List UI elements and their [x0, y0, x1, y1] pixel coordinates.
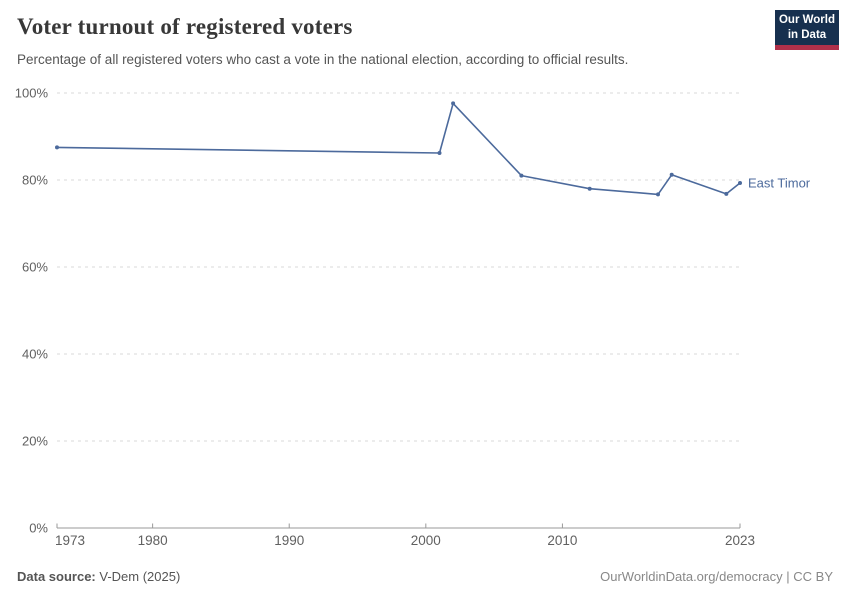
data-point-marker[interactable]	[587, 186, 592, 191]
x-axis-tick-label: 1980	[138, 533, 168, 548]
y-axis-tick-label: 80%	[22, 173, 48, 188]
x-axis-tick-label: 1990	[274, 533, 304, 548]
owid-logo[interactable]: Our World in Data	[775, 10, 839, 50]
entity-label[interactable]: East Timor	[748, 176, 811, 191]
chart-subtitle: Percentage of all registered voters who …	[17, 52, 629, 67]
owid-logo-line2: in Data	[787, 28, 827, 41]
data-line[interactable]	[56, 102, 741, 196]
y-axis-tick-label: 100%	[15, 86, 49, 101]
data-point-marker[interactable]	[669, 172, 674, 177]
y-axis-tick-label: 60%	[22, 260, 48, 275]
data-point-marker[interactable]	[55, 145, 59, 150]
data-point-marker[interactable]	[519, 173, 524, 178]
x-axis-tick-label: 2000	[411, 533, 441, 548]
x-axis-tick-label: 1973	[55, 533, 85, 548]
owid-logo-line1: Our World	[778, 14, 835, 27]
data-point-marker[interactable]	[451, 101, 456, 106]
data-point-marker[interactable]	[724, 191, 729, 196]
line-chart[interactable]: 0% 20% 40% 60% 80% 100% 1973 1980 1990 2000 2010 20…	[0, 80, 850, 560]
data-point-marker[interactable]	[437, 151, 442, 155]
data-point-marker[interactable]	[656, 192, 660, 197]
data-source: Data source: V-Dem (2025)	[17, 569, 180, 584]
data-source-label: Data source:	[17, 569, 96, 584]
x-axis-tick-label: 2010	[547, 533, 577, 548]
data-source-value: V-Dem (2025)	[95, 569, 181, 584]
y-axis-tick-label: 40%	[22, 347, 48, 362]
data-point-marker[interactable]	[738, 181, 742, 185]
page-title[interactable]: Voter turnout of registered voters	[17, 14, 353, 39]
y-axis-tick-label: 20%	[22, 434, 48, 449]
y-axis-tick-label: 0%	[29, 521, 48, 536]
x-axis-tick-label: 2023	[725, 533, 755, 548]
attribution-link[interactable]: OurWorldinData.org/democracy | CC BY	[600, 569, 833, 584]
